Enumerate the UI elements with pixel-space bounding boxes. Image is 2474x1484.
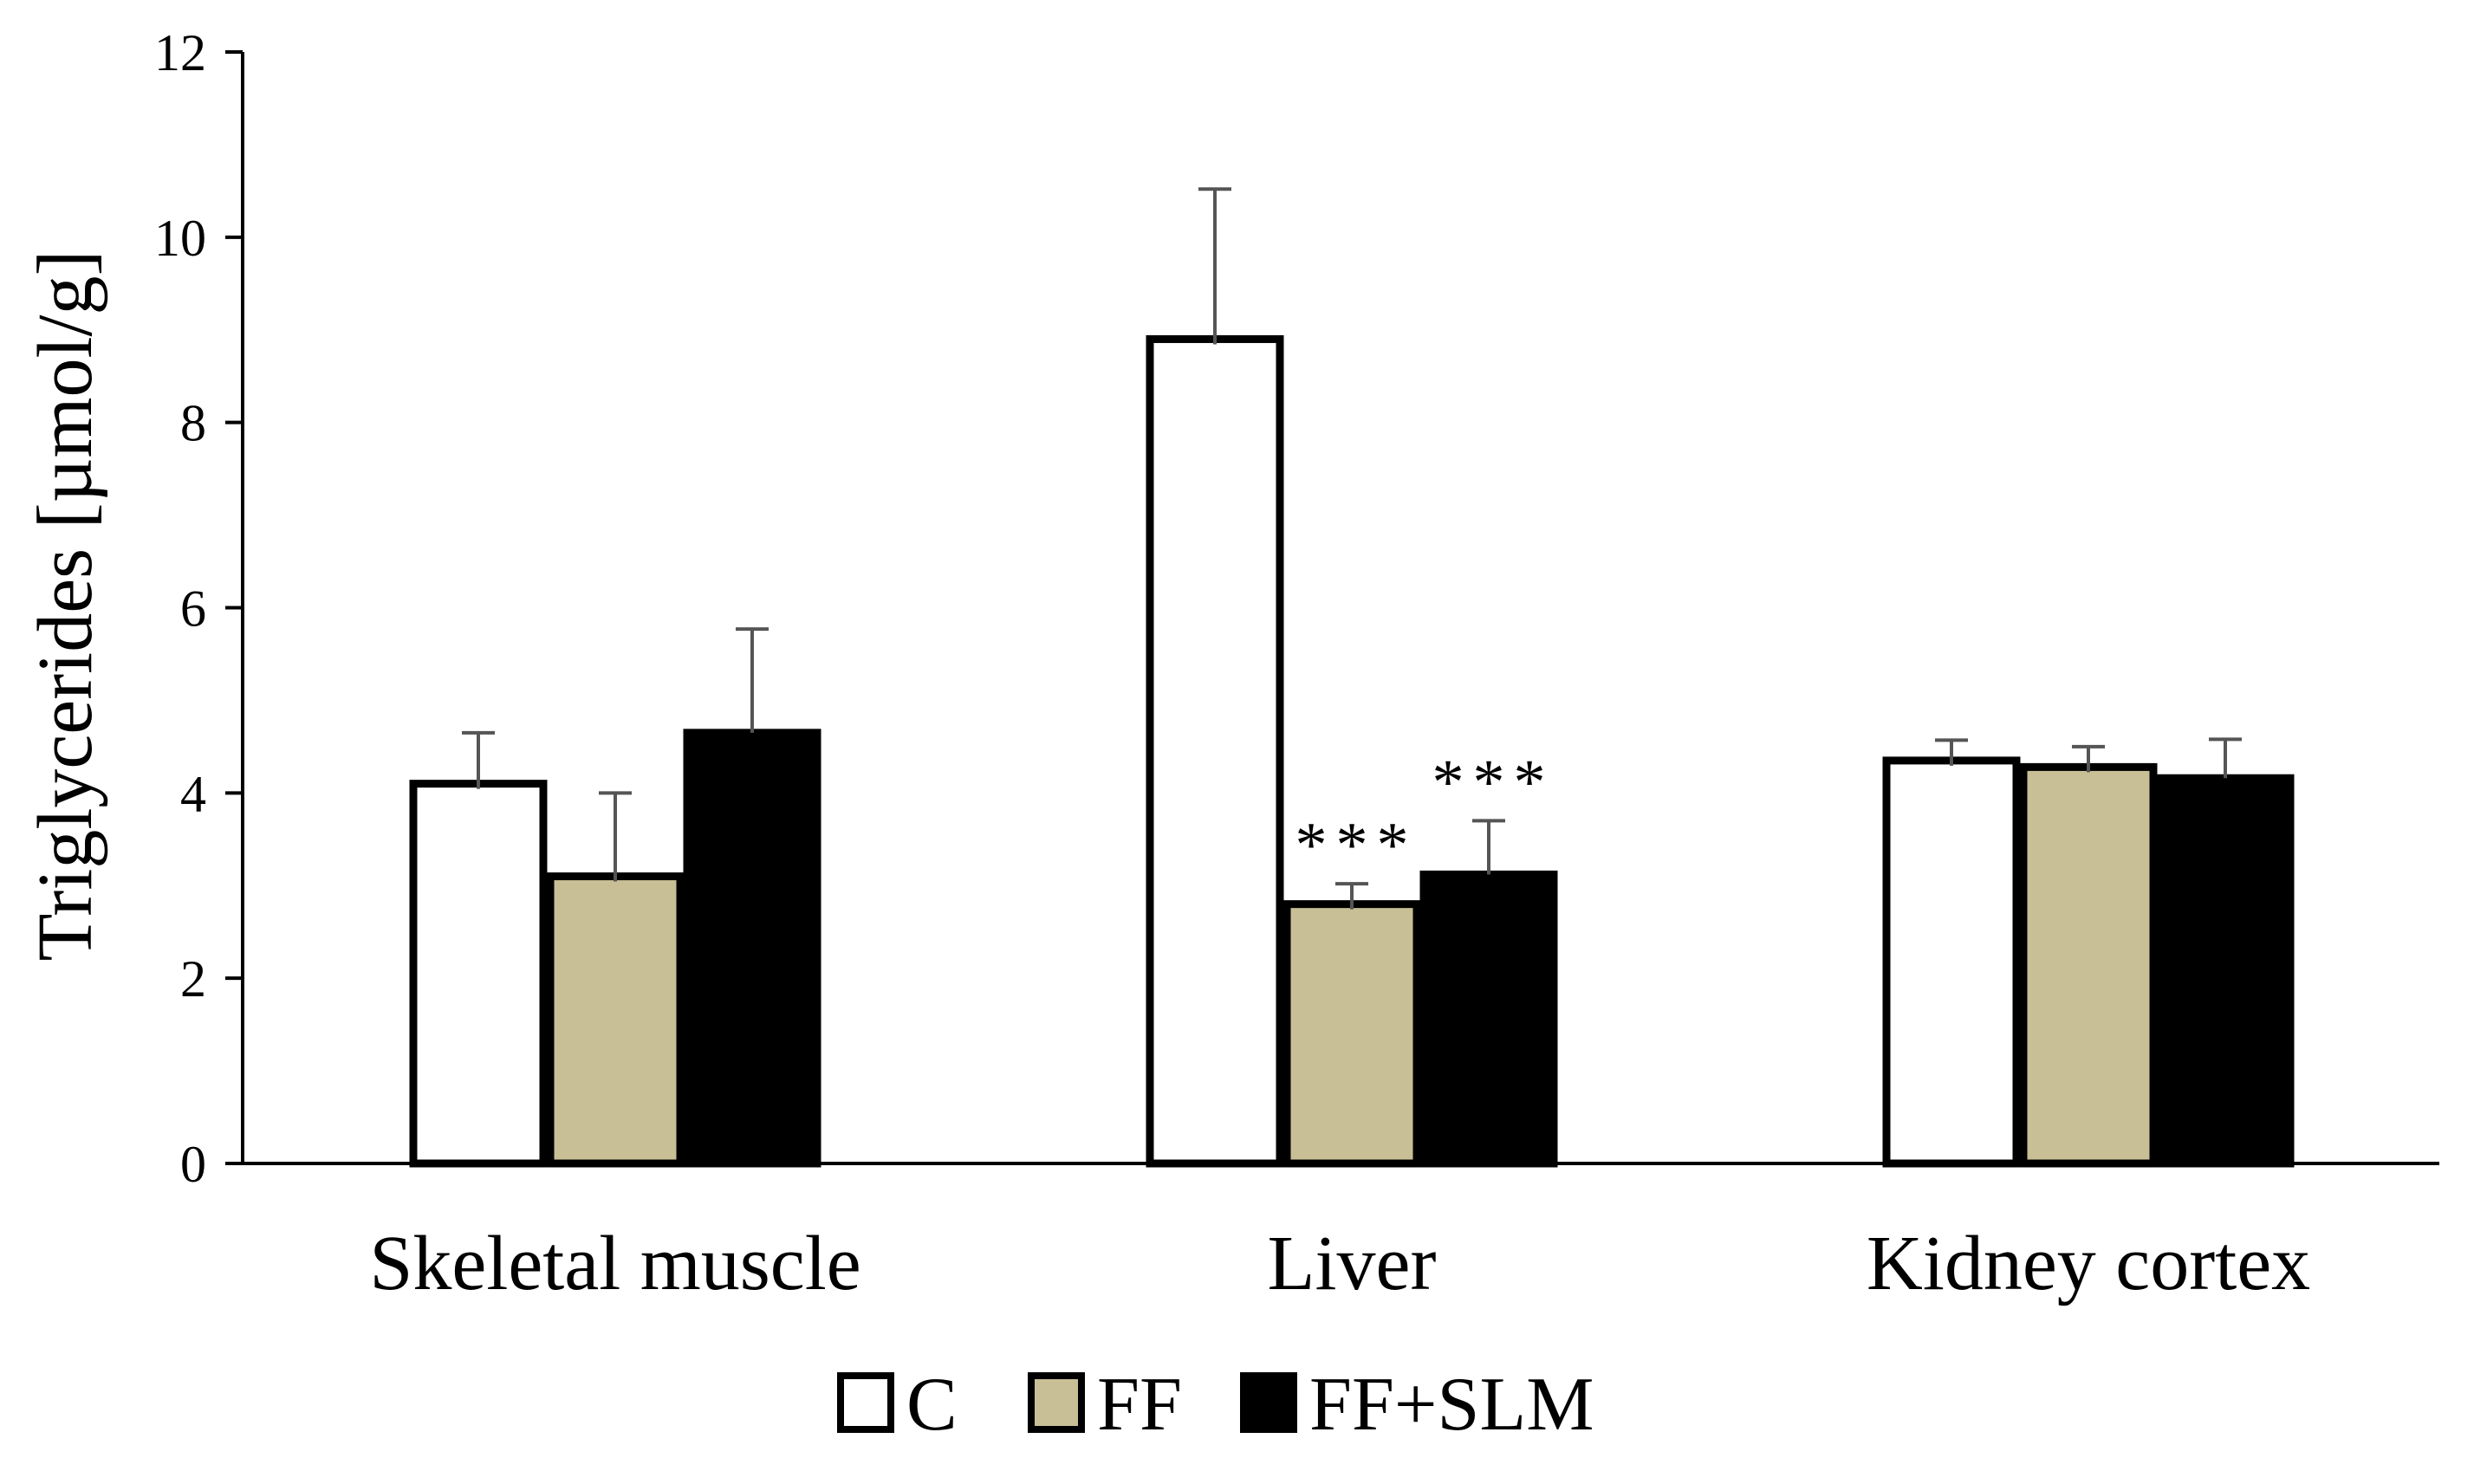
y-tick-label: 0 <box>180 1136 206 1193</box>
y-tick-label: 4 <box>180 765 206 822</box>
bar-c-0 <box>409 780 548 1168</box>
x-category-label: Liver <box>1268 1221 1437 1306</box>
legend-swatch-c <box>837 1372 894 1433</box>
y-tick-label: 6 <box>180 580 206 638</box>
y-tick-label: 2 <box>180 950 206 1008</box>
bar-ff-0 <box>546 872 685 1168</box>
legend-label-ff-slm: FF+SLM <box>1309 1363 1594 1447</box>
legend-label-ff: FF <box>1097 1363 1182 1447</box>
x-axis-labels: Skeletal muscle Liver Kidney cortex <box>369 1221 2310 1306</box>
legend-label-c: C <box>906 1363 958 1447</box>
y-tick-label: 10 <box>154 210 206 267</box>
y-tick-label: 12 <box>154 24 206 81</box>
bar-ff-2 <box>2019 762 2158 1168</box>
legend-swatch-ff-slm <box>1240 1372 1297 1433</box>
bar-c-2 <box>1882 756 2021 1168</box>
legend: C FF FF+SLM <box>837 1363 1594 1447</box>
bar-ff-slm-2 <box>2156 774 2295 1168</box>
bar-ff-slm-0 <box>683 729 821 1168</box>
legend-swatch-ff <box>1028 1372 1085 1433</box>
bars <box>409 334 2295 1168</box>
y-tick-label: 8 <box>180 395 206 452</box>
x-category-label: Kidney cortex <box>1867 1221 2310 1306</box>
error-bars <box>462 187 2242 910</box>
bar-c-1 <box>1146 334 1284 1168</box>
significance-stars: *** <box>1432 747 1555 818</box>
significance-stars: *** <box>1295 810 1418 881</box>
bar-ff-1 <box>1282 900 1421 1168</box>
x-category-label: Skeletal muscle <box>369 1221 860 1306</box>
y-axis-title: Triglycerides [µmol/g] <box>23 250 108 962</box>
significance-annotations: ****** <box>1295 747 1555 881</box>
bar-ff-slm-1 <box>1419 870 1558 1168</box>
